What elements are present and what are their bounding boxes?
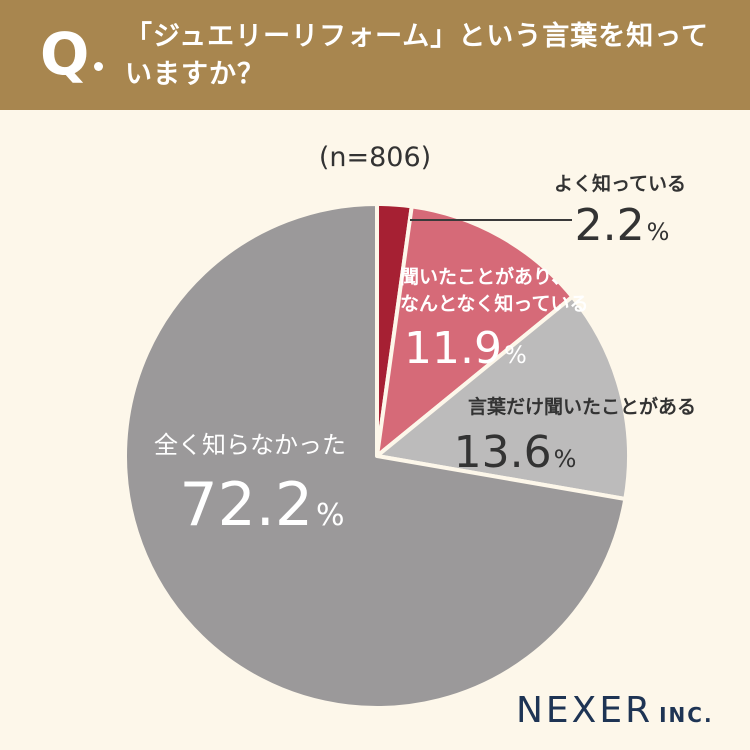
slice-heard-somewhat-known — [375, 204, 575, 458]
company-logo: NEXER INC. — [516, 690, 714, 731]
value-unit: % — [554, 445, 577, 473]
slice-value-well-known: 2.2% — [575, 200, 670, 251]
question-mark: Q — [40, 20, 90, 88]
value-unit: % — [316, 498, 345, 533]
value-number: 2.2 — [575, 200, 645, 251]
slice-label-heard-somewhat-known: 聞いたことがあり、 なんとなく知っている — [400, 265, 588, 315]
slice-value-heard-somewhat-known: 11.9% — [404, 323, 527, 374]
slice-label-heard-only: 言葉だけ聞いたことがある — [468, 395, 696, 418]
pie-slices — [123, 202, 631, 710]
question-dot-icon — [94, 62, 103, 71]
slice-label-not-known: 全く知らなかった — [154, 431, 346, 459]
question-text: 「ジュエリーリフォーム」という言葉を知っていますか？ — [125, 21, 709, 90]
label-line-2: なんとなく知っている — [400, 292, 588, 315]
label-line-1: 聞いたことがあり、 — [400, 265, 570, 288]
value-unit: % — [504, 341, 527, 369]
slice-not-known — [123, 202, 628, 710]
value-unit: % — [647, 218, 670, 246]
question-header: Q 「ジュエリーリフォーム」という言葉を知っていますか？ — [0, 0, 750, 110]
slice-value-heard-only: 13.6% — [454, 427, 577, 478]
slice-label-well-known: よく知っている — [554, 172, 686, 195]
value-number: 11.9 — [404, 323, 502, 374]
value-number: 13.6 — [454, 427, 552, 478]
slice-heard-only — [375, 294, 631, 501]
slice-value-not-known: 72.2% — [179, 470, 344, 540]
logo-sub-text: INC. — [659, 703, 714, 727]
logo-main-text: NEXER — [516, 690, 654, 731]
value-number: 72.2 — [179, 470, 313, 540]
sample-size-label: (n=806) — [319, 142, 431, 173]
